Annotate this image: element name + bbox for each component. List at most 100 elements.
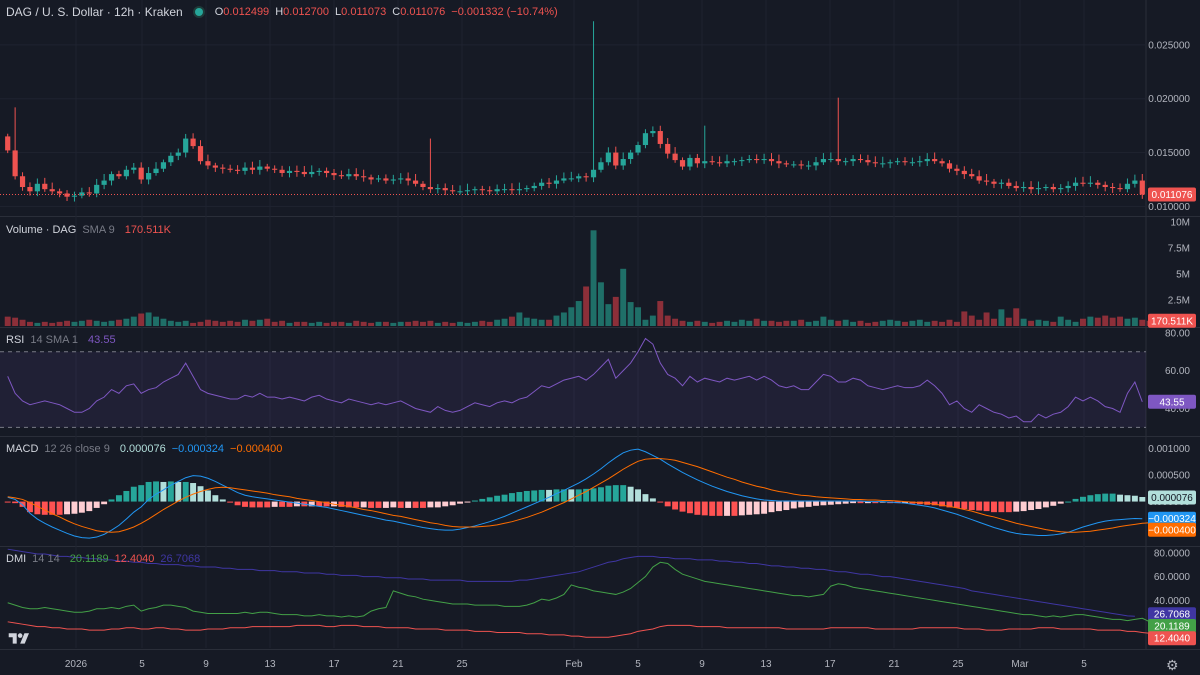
dmi-minus-di-line (7, 621, 1150, 638)
last-price-tag: 0.011076 (1152, 190, 1193, 201)
price-candle (331, 173, 337, 176)
volume-bar (850, 321, 857, 326)
volume-bar (657, 301, 664, 326)
price-candle (123, 169, 129, 177)
volume-bar (108, 320, 115, 326)
macd-histogram-bar (1080, 496, 1086, 502)
price-candle (79, 192, 85, 196)
price-candle (583, 176, 589, 178)
price-candle (479, 189, 485, 191)
price-candle (1132, 180, 1138, 184)
macd-histogram-bar (790, 501, 797, 509)
macd-histogram-bar (1005, 501, 1012, 513)
volume-legend-title[interactable]: Volume · DAG (6, 224, 77, 236)
volume-bar (78, 320, 85, 326)
volume-tick-label: 5M (1176, 270, 1190, 281)
volume-bar (1072, 321, 1079, 326)
price-candle (27, 187, 33, 192)
price-candle (539, 182, 545, 186)
high-value: 0.012700 (283, 6, 330, 18)
macd-legend-title[interactable]: MACD (6, 443, 39, 455)
macd-histogram-bar (805, 501, 812, 507)
price-candle (983, 180, 990, 182)
price-candle (1013, 185, 1019, 189)
macd-histogram-bar (34, 501, 41, 515)
macd-histogram-bar (998, 501, 1005, 513)
dmi-legend-minus: 12.4040 (114, 553, 155, 565)
volume-bar (145, 312, 152, 326)
macd-histogram-bar (590, 488, 597, 502)
macd-histogram-bar (1035, 501, 1042, 509)
price-candle (843, 161, 849, 163)
volume-bar (397, 321, 404, 326)
volume-bar (449, 322, 456, 326)
rsi-legend-title[interactable]: RSI (6, 334, 25, 346)
price-candle (702, 161, 708, 164)
macd-histogram-bar (761, 501, 768, 514)
macd-histogram-bar (464, 501, 471, 503)
high-label: H (275, 6, 284, 18)
price-candle (998, 182, 1004, 184)
symbol-title[interactable]: DAG / U. S. Dollar · 12h · Kraken (6, 5, 183, 19)
price-candle (902, 161, 908, 163)
macd-histogram-bar (41, 501, 48, 515)
volume-bar (167, 320, 174, 326)
volume-bar (924, 321, 931, 326)
price-candle (1065, 185, 1071, 189)
volume-bar (939, 321, 946, 326)
volume-bar (1080, 318, 1086, 326)
macd-histogram-bar (939, 501, 946, 507)
volume-bar (219, 321, 226, 326)
volume-legend-params: SMA 9 (82, 224, 115, 236)
volume-bar (761, 320, 768, 326)
volume-bar (820, 316, 827, 326)
volume-bar (1094, 317, 1101, 326)
macd-histogram-bar (820, 501, 827, 506)
macd-histogram-bar (657, 501, 664, 503)
volume-bar (360, 321, 367, 326)
price-candle (650, 131, 656, 134)
price-candle (924, 159, 930, 162)
macd-histogram-bar (1117, 494, 1124, 502)
open-label: O (214, 6, 224, 18)
settings-gear-icon[interactable]: ⚙ (1166, 657, 1179, 673)
macd-line-tag-bg (1148, 511, 1196, 526)
price-candle (1006, 182, 1012, 186)
volume-bar (264, 318, 271, 326)
dmi-minus-tag-bg (1148, 631, 1196, 646)
x-tick-label: 13 (264, 659, 276, 670)
macd-histogram-bar (1050, 501, 1057, 506)
price-candle (286, 170, 293, 174)
price-candle (1110, 187, 1116, 189)
price-candle (961, 170, 967, 175)
tradingview-logo-icon[interactable] (8, 631, 30, 647)
price-candle (398, 178, 404, 180)
price-candle (242, 167, 248, 171)
dmi-legend-adx: 26.7068 (160, 553, 201, 565)
volume-bar (827, 319, 834, 326)
price-candle (108, 174, 115, 181)
volume-bar (894, 320, 901, 326)
volume-bar (331, 321, 337, 326)
price-candle (420, 183, 426, 188)
macd-histogram-bar (642, 494, 649, 502)
price-candle (71, 195, 78, 197)
price-candle (628, 152, 634, 160)
macd-histogram-bar (56, 501, 63, 515)
volume-bar (1109, 317, 1116, 326)
price-candle (390, 179, 396, 181)
macd-histogram-bar (731, 501, 738, 516)
macd-histogram-bar (397, 501, 404, 508)
dmi-legend-title[interactable]: DMI (6, 553, 27, 565)
volume-bar (649, 315, 656, 326)
price-candle (524, 188, 530, 190)
price-candle (316, 170, 322, 172)
dmi-plus-tag: 20.1189 (1154, 622, 1190, 633)
macd-histogram-bar (1124, 495, 1131, 502)
macd-histogram-bar (568, 489, 575, 502)
macd-histogram-bar (775, 501, 782, 512)
price-candle (257, 166, 263, 170)
volume-bar (716, 321, 723, 326)
volume-bar (1028, 320, 1035, 326)
